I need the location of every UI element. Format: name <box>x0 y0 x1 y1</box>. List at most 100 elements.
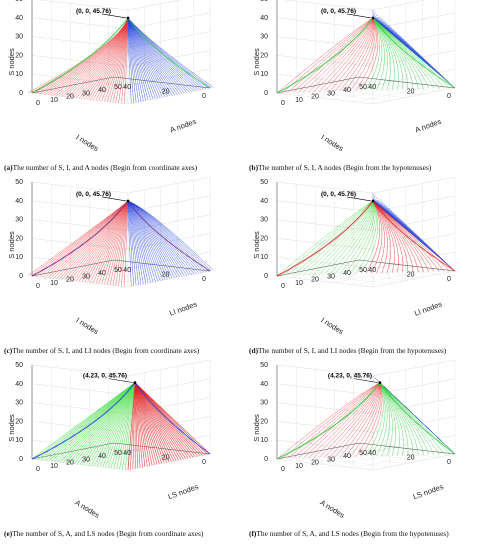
z-tick-label: 10 <box>260 437 268 444</box>
caption-f: (f)The number of S, A, and LS nodes (Beg… <box>249 529 489 538</box>
x-axis-label: LS nodes <box>167 482 200 501</box>
equilibrium-point <box>126 199 130 203</box>
trajectory-hyp <box>308 200 374 276</box>
trajectory-left <box>113 382 136 469</box>
gridline <box>51 445 134 462</box>
trajectory-hyp <box>334 200 374 275</box>
caption-b: (b)The number of S, I, A nodes (Begin fr… <box>249 163 489 172</box>
gridline <box>97 263 194 275</box>
trajectories <box>28 200 214 287</box>
gridline <box>51 262 134 279</box>
trajectory-left <box>57 382 136 463</box>
trajectory-right <box>134 382 179 461</box>
y-axis-label: I nodes <box>320 133 346 154</box>
trajectory-hyp <box>318 17 374 92</box>
trajectory-hyp <box>350 200 376 275</box>
y-tick-label: 40 <box>368 267 376 274</box>
panel-d: (0, 0, 45.76) 0 10 20 30 40 50 0 10 20 30 40 50 0 20 40… <box>245 176 490 366</box>
trajectory-hyp <box>376 382 388 457</box>
z-tick-label: 40 <box>15 15 23 22</box>
trajectory-right <box>372 17 383 20</box>
gridline <box>31 238 129 250</box>
gridline <box>372 251 456 269</box>
caption-a: (a)The number of S, I, and A nodes (Begi… <box>4 163 244 172</box>
edge-curve <box>134 382 211 455</box>
gridline <box>372 68 456 86</box>
gridline <box>296 445 379 462</box>
gridline <box>283 0 374 11</box>
trajectory-left <box>96 382 136 467</box>
trajectory-hyp <box>365 200 381 274</box>
caption-letter: (b) <box>249 163 259 172</box>
z-tick-label: 50 <box>15 362 23 369</box>
caption-d: (d)The number of S, I, and LI nodes (Beg… <box>249 346 489 355</box>
gridline <box>276 36 374 48</box>
trajectory-right <box>134 382 175 462</box>
trajectory-hyp <box>379 382 435 455</box>
gridline <box>31 200 129 213</box>
y-tick-label: 20 <box>162 272 170 279</box>
trajectory-right <box>372 200 386 205</box>
trajectory-right <box>134 382 184 460</box>
x-tick-label: 40 <box>98 270 106 277</box>
z-tick-label: 10 <box>260 254 268 261</box>
trajectory-right <box>134 382 155 465</box>
trajectory-right <box>134 382 182 460</box>
x-axis-label: LI nodes <box>168 299 198 317</box>
gridline <box>127 0 181 11</box>
trajectory-left <box>85 382 136 466</box>
gridline <box>293 89 390 101</box>
x-tick-label: 0 <box>36 100 40 107</box>
z-tick-label: 50 <box>260 362 268 369</box>
trajectory-left <box>82 382 136 465</box>
x-tick-label: 50 <box>114 267 122 274</box>
trajectory-left <box>45 382 136 461</box>
trajectory-right <box>372 17 386 22</box>
z-tick-label: 0 <box>19 90 23 97</box>
trajectory-left <box>31 382 136 460</box>
trajectory-left <box>60 382 136 463</box>
chart-a: (0, 0, 45.76)010203040500102030405002040… <box>7 0 214 154</box>
trajectory-right <box>134 382 158 465</box>
trajectory-hyp <box>379 382 393 456</box>
trajectory-hyp <box>334 382 381 458</box>
gridline <box>309 269 406 281</box>
gridline <box>372 270 456 288</box>
gridline <box>127 214 211 231</box>
gridline <box>372 397 456 414</box>
y-tick-label: 40 <box>123 267 131 274</box>
y-axis-label: A nodes <box>73 498 101 520</box>
x-tick-label: 50 <box>359 267 367 274</box>
gridline <box>372 176 456 194</box>
trajectory-hyp <box>379 382 424 455</box>
trajectories <box>31 382 211 471</box>
trajectory-left <box>88 382 136 466</box>
x-axis-label: A nodes <box>169 117 198 135</box>
trajectory-hyp <box>292 200 374 276</box>
trajectory-left <box>99 382 136 467</box>
gridline <box>296 79 379 96</box>
trajectory-hyp <box>344 17 375 92</box>
y-tick-label: 0 <box>202 459 206 466</box>
gridline <box>276 458 374 471</box>
trajectory-right <box>134 382 170 463</box>
trajectory-left <box>105 382 136 468</box>
trajectory-hyp <box>318 200 374 275</box>
x-tick-label: 20 <box>311 277 319 284</box>
trajectory-hyp <box>379 382 430 455</box>
trajectory-right <box>134 382 187 459</box>
trajectory-left <box>74 382 136 465</box>
z-tick-label: 40 <box>260 198 268 205</box>
y-axis-label: I nodes <box>75 133 101 154</box>
annotation-arrow <box>101 13 127 19</box>
panel-a: (0, 0, 45.76)010203040500102030405002040… <box>0 0 245 183</box>
trajectory-right <box>132 382 136 470</box>
gridline <box>342 446 439 458</box>
trajectory-right <box>134 382 177 461</box>
y-tick-label: 20 <box>162 455 170 462</box>
trajectory-right <box>134 382 199 457</box>
x-tick-label: 50 <box>114 84 122 91</box>
y-tick-label: 20 <box>407 89 415 96</box>
